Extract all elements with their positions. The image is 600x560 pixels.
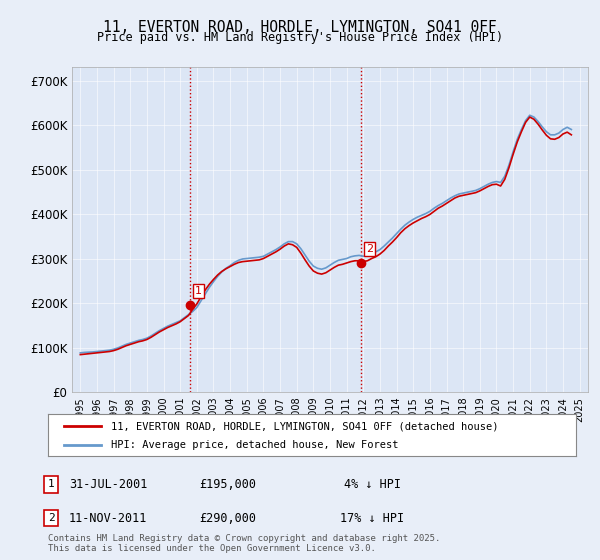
Text: 11, EVERTON ROAD, HORDLE, LYMINGTON, SO41 0FF: 11, EVERTON ROAD, HORDLE, LYMINGTON, SO4… <box>103 20 497 35</box>
Text: 4% ↓ HPI: 4% ↓ HPI <box>343 478 401 491</box>
Text: HPI: Average price, detached house, New Forest: HPI: Average price, detached house, New … <box>112 440 399 450</box>
Text: 17% ↓ HPI: 17% ↓ HPI <box>340 511 404 525</box>
Text: 11-NOV-2011: 11-NOV-2011 <box>69 511 147 525</box>
Text: £290,000: £290,000 <box>199 511 257 525</box>
Text: 11, EVERTON ROAD, HORDLE, LYMINGTON, SO41 0FF (detached house): 11, EVERTON ROAD, HORDLE, LYMINGTON, SO4… <box>112 421 499 431</box>
Text: 1: 1 <box>195 286 202 296</box>
Text: 31-JUL-2001: 31-JUL-2001 <box>69 478 147 491</box>
Text: £195,000: £195,000 <box>199 478 257 491</box>
Text: 2: 2 <box>47 513 55 523</box>
Text: Price paid vs. HM Land Registry's House Price Index (HPI): Price paid vs. HM Land Registry's House … <box>97 31 503 44</box>
Text: 1: 1 <box>47 479 55 489</box>
Text: 2: 2 <box>366 244 373 254</box>
Text: Contains HM Land Registry data © Crown copyright and database right 2025.
This d: Contains HM Land Registry data © Crown c… <box>48 534 440 553</box>
